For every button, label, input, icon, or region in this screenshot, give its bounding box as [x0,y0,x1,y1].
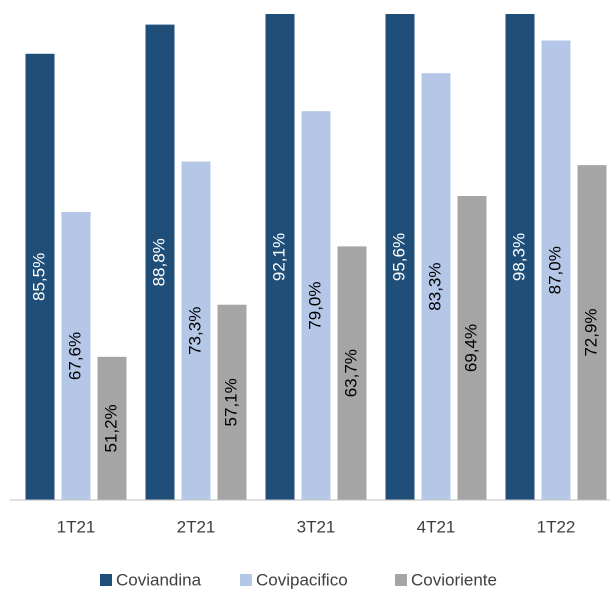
bar [505,14,535,500]
data-label: 92,1% [269,233,288,281]
legend-label: Covioriente [411,570,497,589]
legend-swatch [395,574,407,586]
data-label: 85,5% [29,253,48,301]
bar [145,24,175,500]
data-label: 98,3% [509,233,528,281]
bar [457,196,487,500]
legend-label: Coviandina [116,570,202,589]
x-tick-label: 3T21 [297,517,336,536]
bar [61,211,91,500]
bar [265,14,295,500]
data-label: 63,7% [341,349,360,397]
x-tick-label: 1T21 [57,517,96,536]
bar [217,304,247,500]
data-label: 57,1% [221,378,240,426]
x-tick-label: 1T22 [537,517,576,536]
data-label: 72,9% [581,308,600,356]
bar [577,165,607,500]
data-label: 69,4% [461,324,480,372]
data-label: 73,3% [185,307,204,355]
bar [181,161,211,500]
data-label: 87,0% [545,246,564,294]
bar [97,356,127,500]
data-label: 88,8% [149,238,168,286]
legend-swatch [100,574,112,586]
legend-swatch [240,574,252,586]
bar [385,14,415,500]
plot-area [25,14,607,500]
bar [421,73,451,500]
bar [25,53,55,500]
data-label: 67,6% [65,332,84,380]
data-label: 51,2% [101,404,120,452]
bar [337,246,367,500]
data-label: 79,0% [305,281,324,329]
bar [301,111,331,500]
bar [541,40,571,500]
legend-label: Covipacifico [256,570,348,589]
x-tick-label: 4T21 [417,517,456,536]
data-label: 83,3% [425,263,444,311]
data-label: 95,6% [389,233,408,281]
x-tick-label: 2T21 [177,517,216,536]
